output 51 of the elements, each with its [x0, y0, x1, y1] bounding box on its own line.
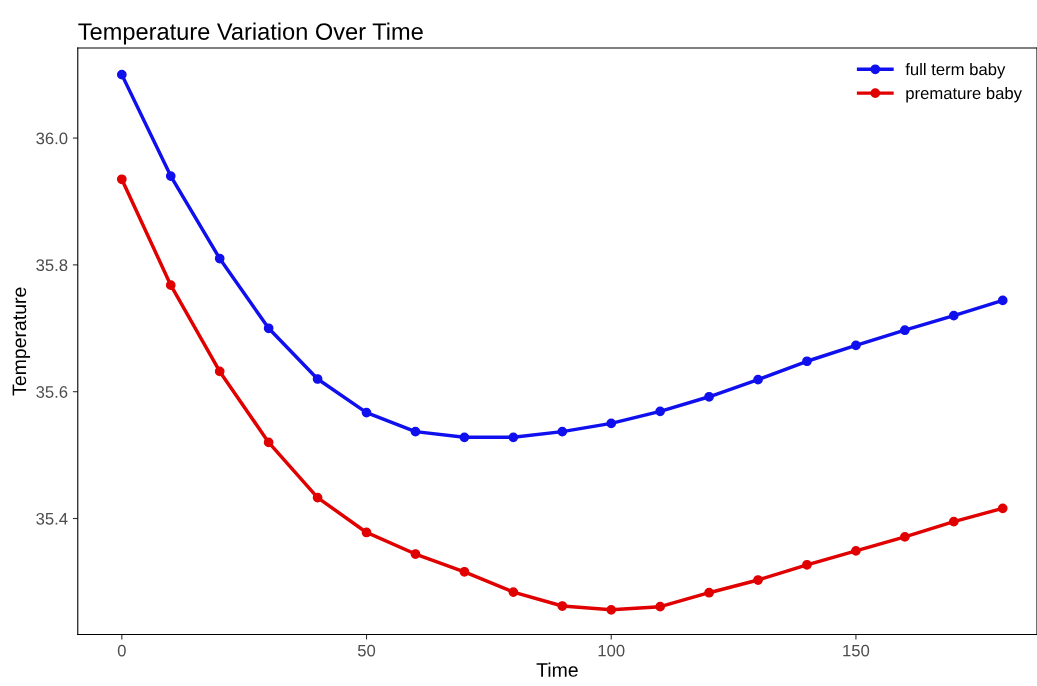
point [997, 295, 1008, 306]
point [606, 418, 617, 429]
point [851, 545, 861, 556]
point [116, 69, 127, 80]
point [508, 587, 519, 597]
point [997, 503, 1008, 514]
legend-label: full term baby [905, 63, 1006, 79]
point [263, 437, 274, 448]
point [312, 492, 323, 503]
point [312, 374, 323, 384]
point [704, 587, 714, 598]
x-axis-title: Time [536, 662, 578, 677]
point [802, 559, 812, 570]
point [900, 532, 910, 542]
point [361, 527, 372, 538]
x-tick-label: 100 [598, 644, 625, 657]
point [410, 426, 421, 437]
y-tick-label: 35.6 [36, 386, 68, 398]
point [557, 426, 568, 437]
point [263, 323, 274, 334]
point [948, 310, 959, 321]
x-tick-label: 0 [117, 644, 126, 657]
point [655, 601, 666, 612]
y-tick-label: 35.8 [36, 259, 68, 272]
point [948, 516, 959, 527]
point [606, 604, 617, 615]
point [459, 566, 470, 577]
y-tick-label: 36.0 [36, 132, 68, 145]
point [753, 374, 763, 385]
point [655, 406, 666, 417]
x-tick-label: 150 [843, 644, 870, 657]
chart-title: Temperature Variation Over Time [78, 22, 423, 45]
point [214, 253, 225, 264]
legend-label: premature baby [906, 86, 1022, 103]
point [802, 356, 812, 367]
y-axis-title: Temperature [12, 287, 31, 396]
point [508, 432, 519, 443]
point [459, 432, 470, 443]
point [900, 325, 910, 336]
point [116, 174, 127, 185]
point [753, 575, 763, 585]
point [165, 171, 176, 181]
point [165, 280, 176, 291]
point [361, 407, 372, 418]
point [851, 340, 861, 351]
point [214, 366, 225, 377]
y-tick-label: 35.4 [36, 512, 68, 525]
point [557, 601, 568, 611]
point [704, 391, 714, 402]
point [410, 549, 421, 559]
x-tick-label: 50 [357, 644, 376, 657]
